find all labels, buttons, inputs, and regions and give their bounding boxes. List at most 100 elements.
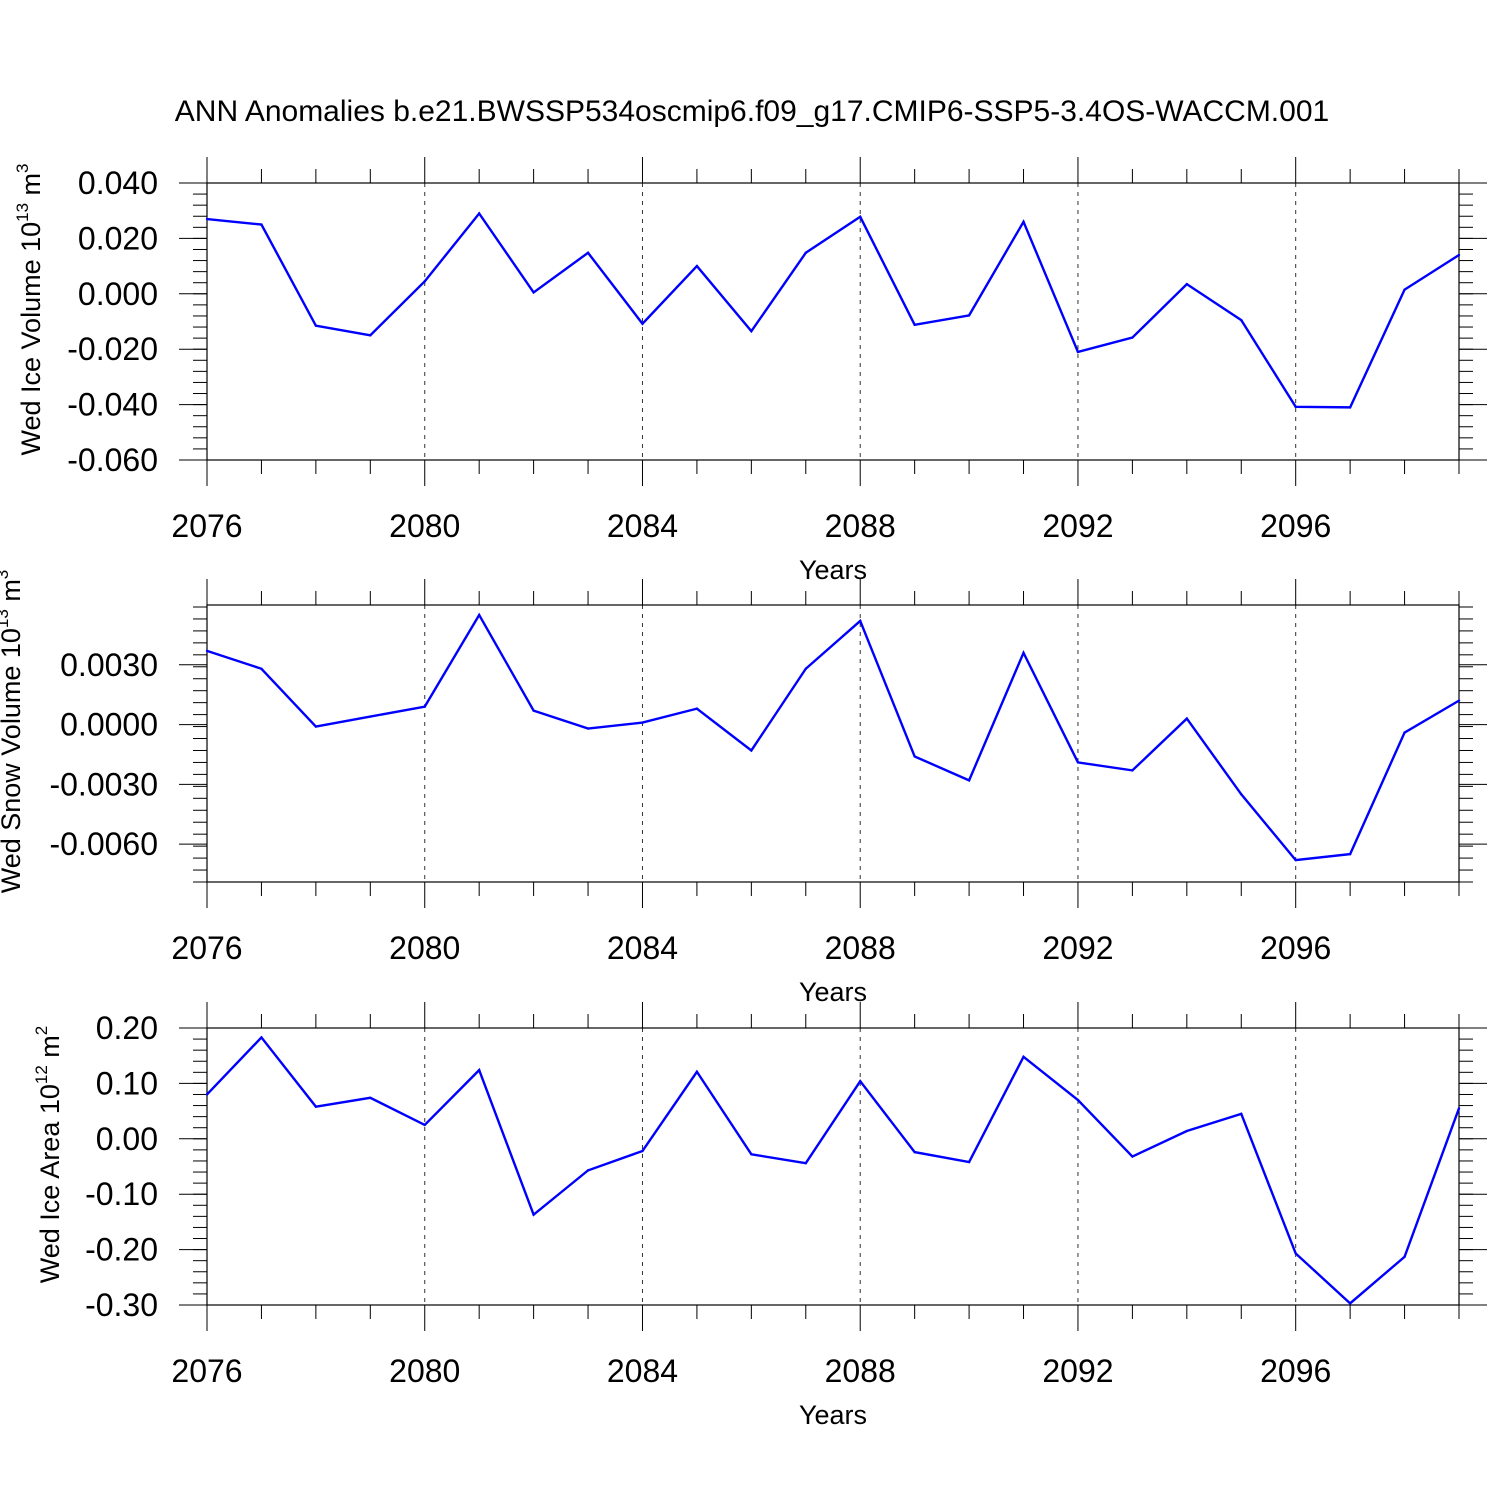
data-point xyxy=(641,1149,644,1153)
x-tick-label: 2084 xyxy=(607,1353,678,1389)
y-axis-title-exponent: 12 xyxy=(32,1065,51,1084)
series-line xyxy=(206,1035,1461,1305)
data-point xyxy=(750,749,753,752)
x-tick-label: 2088 xyxy=(825,930,896,966)
data-point xyxy=(804,667,807,670)
x-tick-label: 2096 xyxy=(1260,1353,1331,1389)
data-point xyxy=(205,1093,209,1096)
data-point xyxy=(586,251,590,255)
y-axis-title: Wed Ice Volume 1013 m3 xyxy=(13,163,46,455)
x-tick-label: 2076 xyxy=(171,508,242,544)
y-tick-label: -0.10 xyxy=(85,1176,158,1212)
chart-panel-3: 2076 2080 2084 2088 2092 2096 Years 0.20 0.10 0.0… xyxy=(32,1002,1487,1430)
data-point xyxy=(205,649,209,653)
data-point xyxy=(1185,717,1189,720)
data-point xyxy=(260,667,263,670)
y-tick-label: -0.040 xyxy=(67,387,158,423)
data-point xyxy=(804,1161,807,1165)
y-tick-label: -0.020 xyxy=(67,331,158,367)
data-point xyxy=(1294,858,1297,862)
data-point xyxy=(859,215,862,218)
data-point xyxy=(967,779,971,782)
data-point xyxy=(260,223,263,226)
x-tick-label: 2096 xyxy=(1260,930,1331,966)
data-point xyxy=(1022,651,1025,655)
series-line xyxy=(206,211,1460,409)
figure-title: ANN Anomalies b.e21.BWSSP534oscmip6.f09_… xyxy=(175,95,1329,128)
x-axis-title: Years xyxy=(799,555,867,585)
x-tick-label: 2084 xyxy=(607,930,678,966)
data-point xyxy=(1185,1129,1189,1133)
data-point xyxy=(913,755,916,758)
x-tick-label: 2084 xyxy=(607,508,678,544)
data-point xyxy=(967,1160,971,1164)
data-point xyxy=(1294,405,1297,409)
data-point xyxy=(695,264,699,268)
data-point xyxy=(1457,253,1461,257)
data-point xyxy=(1348,406,1352,409)
data-point xyxy=(1403,1255,1406,1259)
data-point xyxy=(913,323,916,327)
data-point xyxy=(314,725,318,728)
y-axis-title: Wed Ice Area 1012 m2 xyxy=(32,1026,65,1284)
x-tick-label: 2080 xyxy=(389,508,460,544)
y-axis-title-unit: m xyxy=(16,173,46,203)
data-point xyxy=(695,1070,699,1073)
y-axis-title-exponent: 13 xyxy=(13,203,32,222)
data-point xyxy=(1240,318,1243,322)
data-point xyxy=(641,322,644,325)
y-tick-label: 0.0000 xyxy=(60,707,158,743)
y-tick-label: -0.0060 xyxy=(49,826,158,862)
data-point xyxy=(314,324,318,327)
data-point xyxy=(1457,699,1461,702)
data-point xyxy=(1457,1107,1461,1110)
chart-panel-1: 2076 2080 2084 2088 2092 2096 Years 0.040 0.020 0… xyxy=(13,157,1487,585)
x-tick-label: 2076 xyxy=(171,930,242,966)
y-axis-title-unit: m xyxy=(0,579,26,609)
data-point xyxy=(477,212,481,215)
data-point xyxy=(1240,1112,1243,1116)
data-point xyxy=(1131,769,1134,772)
data-point xyxy=(205,217,209,221)
y-axis-title: Wed Snow Volume 1013 m3 xyxy=(0,570,26,894)
x-tick-label: 2092 xyxy=(1042,1353,1113,1389)
data-point xyxy=(423,705,426,708)
data-point xyxy=(477,613,481,617)
y-axis-title-unit-exponent: 3 xyxy=(0,570,12,579)
y-tick-label: -0.20 xyxy=(85,1232,158,1268)
data-point xyxy=(695,707,699,710)
data-point xyxy=(804,251,807,255)
y-tick-label: 0.20 xyxy=(96,1010,158,1046)
x-tick-label: 2088 xyxy=(825,508,896,544)
data-point xyxy=(750,1153,753,1156)
data-point xyxy=(369,1096,372,1100)
y-tick-label: 0.000 xyxy=(78,276,158,312)
y-tick-label: 0.00 xyxy=(96,1121,158,1157)
y-axis-title-prefix: Wed Ice Volume 10 xyxy=(16,222,46,456)
data-point xyxy=(1076,761,1080,764)
y-axis-title-unit-exponent: 3 xyxy=(13,163,32,172)
y-axis-title-exponent: 13 xyxy=(0,609,12,628)
data-point xyxy=(1348,1302,1352,1305)
data-point xyxy=(532,709,535,712)
y-tick-label: 0.10 xyxy=(96,1065,158,1101)
data-point xyxy=(369,334,372,337)
data-point xyxy=(1131,1155,1134,1158)
y-axis-title-unit-exponent: 2 xyxy=(32,1026,51,1035)
x-tick-label: 2088 xyxy=(825,1353,896,1389)
y-axis-title-prefix: Wed Ice Area 10 xyxy=(35,1084,65,1283)
y-axis-title-unit: m xyxy=(35,1035,65,1065)
panels: 2076 2080 2084 2088 2092 2096 Years 0.040 0.020 0… xyxy=(0,157,1487,1430)
y-tick-label: -0.060 xyxy=(67,442,158,478)
series-line xyxy=(206,612,1460,862)
data-point xyxy=(859,1079,862,1083)
data-point xyxy=(1131,336,1134,339)
data-point xyxy=(641,721,644,724)
data-point xyxy=(1348,852,1352,856)
x-tick-label: 2076 xyxy=(171,1353,242,1389)
x-tick-label: 2092 xyxy=(1042,508,1113,544)
y-tick-label: 0.0030 xyxy=(60,647,158,683)
plot-frame xyxy=(206,182,1460,461)
data-point xyxy=(423,280,426,283)
